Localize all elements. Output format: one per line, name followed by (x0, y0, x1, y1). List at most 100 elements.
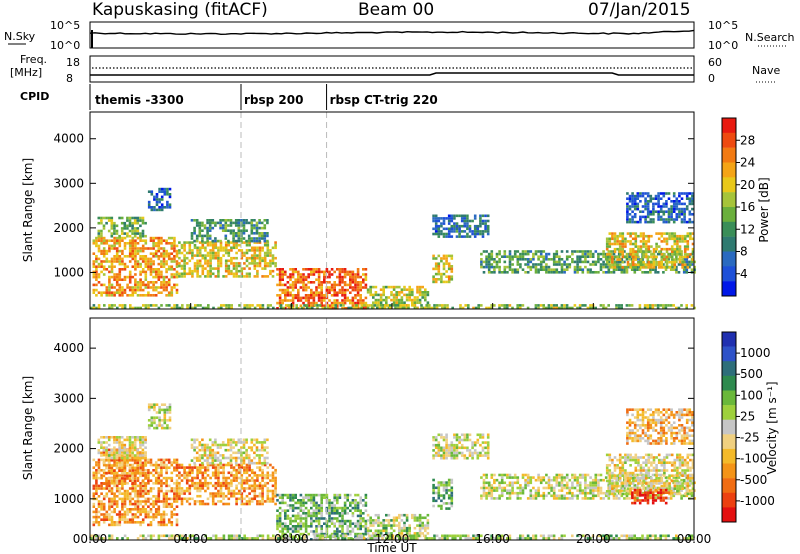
heatmap-cell (621, 245, 625, 248)
heatmap-cell (278, 535, 282, 538)
heatmap-cell (224, 443, 228, 447)
heatmap-cell (209, 492, 212, 495)
heatmap-cell (392, 288, 396, 291)
heatmap-cell (250, 232, 254, 235)
heatmap-cell (214, 474, 218, 477)
heatmap-cell (160, 203, 164, 206)
heatmap-cell (400, 296, 404, 299)
heatmap-cell (634, 234, 638, 238)
heatmap-cell (221, 456, 225, 460)
heatmap-cell (612, 252, 616, 256)
heatmap-cell (534, 271, 538, 274)
heatmap-cell (188, 497, 192, 501)
heatmap-cell (686, 240, 690, 243)
heatmap-cell (227, 438, 230, 442)
heatmap-cell (136, 438, 140, 442)
heatmap-cell (136, 306, 140, 310)
heatmap-cell (230, 269, 233, 273)
heatmap-cell (136, 497, 140, 501)
heatmap-cell (317, 512, 321, 515)
heatmap-cell (263, 237, 267, 240)
heatmap-cell (343, 519, 347, 523)
heatmap-cell (152, 244, 155, 248)
heatmap-cell (447, 278, 451, 281)
heatmap-cell (152, 495, 155, 498)
heatmap-cell (227, 487, 231, 490)
heatmap-cell (237, 466, 241, 469)
heatmap-cell (191, 256, 194, 260)
heatmap-cell (133, 216, 137, 220)
heatmap-cell (123, 459, 126, 462)
heatmap-cell (685, 271, 689, 274)
heatmap-cell (281, 509, 284, 512)
heatmap-cell (232, 275, 236, 278)
heatmap-cell (519, 258, 522, 261)
heatmap-cell (113, 224, 116, 228)
heatmap-cell (487, 268, 491, 271)
heatmap-cell (560, 258, 564, 261)
heatmap-cell (150, 421, 154, 425)
heatmap-cell (149, 265, 153, 268)
freq-panel: Freq. [MHz] 18 8 60 0 Nave (10, 53, 780, 85)
heatmap-cell (356, 525, 360, 528)
heatmap-cell (204, 259, 207, 263)
heatmap-cell (170, 288, 174, 292)
heatmap-cell (672, 220, 676, 224)
heatmap-cell (320, 504, 323, 507)
heatmap-cell (102, 451, 106, 454)
heatmap-cell (675, 306, 678, 310)
heatmap-cell (678, 213, 681, 216)
heatmap-cell (201, 269, 205, 273)
heatmap-cell (167, 461, 171, 464)
heatmap-cell (209, 267, 212, 270)
heatmap-cell (343, 509, 347, 512)
heatmap-cell (178, 494, 181, 498)
heatmap-cell (450, 270, 454, 273)
heatmap-cell (261, 500, 264, 503)
heatmap-cell (110, 294, 114, 297)
heatmap-cell (193, 463, 197, 467)
heatmap-cell (374, 521, 378, 525)
heatmap-cell (657, 192, 660, 195)
heatmap-cell (188, 246, 192, 250)
heatmap-cell (225, 306, 228, 310)
heatmap-cell (123, 236, 127, 240)
heatmap-cell (354, 286, 357, 289)
heatmap-cell (178, 249, 181, 252)
heatmap-cell (139, 441, 142, 444)
heatmap-cell (437, 235, 441, 238)
heatmap-cell (222, 468, 225, 472)
heatmap-cell (652, 253, 656, 256)
heatmap-cell (149, 479, 153, 482)
heatmap-cell (442, 227, 446, 231)
heatmap-cell (418, 288, 422, 291)
heatmap-cell (222, 476, 225, 480)
heatmap-cell (453, 227, 456, 231)
heatmap-cell (675, 200, 679, 203)
heatmap-cell (113, 456, 116, 460)
heatmap-cell (163, 187, 167, 191)
freq-trace (90, 72, 694, 76)
heatmap-cell (408, 296, 411, 299)
heatmap-cell (654, 268, 657, 271)
heatmap-cell (356, 504, 360, 507)
heatmap-cell (154, 294, 158, 297)
heatmap-cell (242, 451, 246, 455)
heatmap-cell (263, 481, 267, 485)
heatmap-cell (286, 509, 290, 512)
heatmap-cell (248, 468, 251, 472)
heatmap-cell (660, 260, 664, 264)
heatmap-cell (386, 304, 389, 307)
heatmap-cell (253, 275, 257, 278)
heatmap-cell (479, 232, 482, 236)
heatmap-cell (208, 454, 212, 457)
heatmap-cell (240, 466, 244, 469)
heatmap-cell (336, 527, 339, 531)
heatmap-cell (227, 448, 230, 452)
heatmap-cell (237, 441, 241, 444)
heatmap-cell (644, 266, 648, 269)
heatmap-cell (105, 456, 108, 459)
heatmap-cell (153, 195, 156, 199)
heatmap-cell (382, 288, 385, 291)
heatmap-cell (336, 493, 339, 497)
